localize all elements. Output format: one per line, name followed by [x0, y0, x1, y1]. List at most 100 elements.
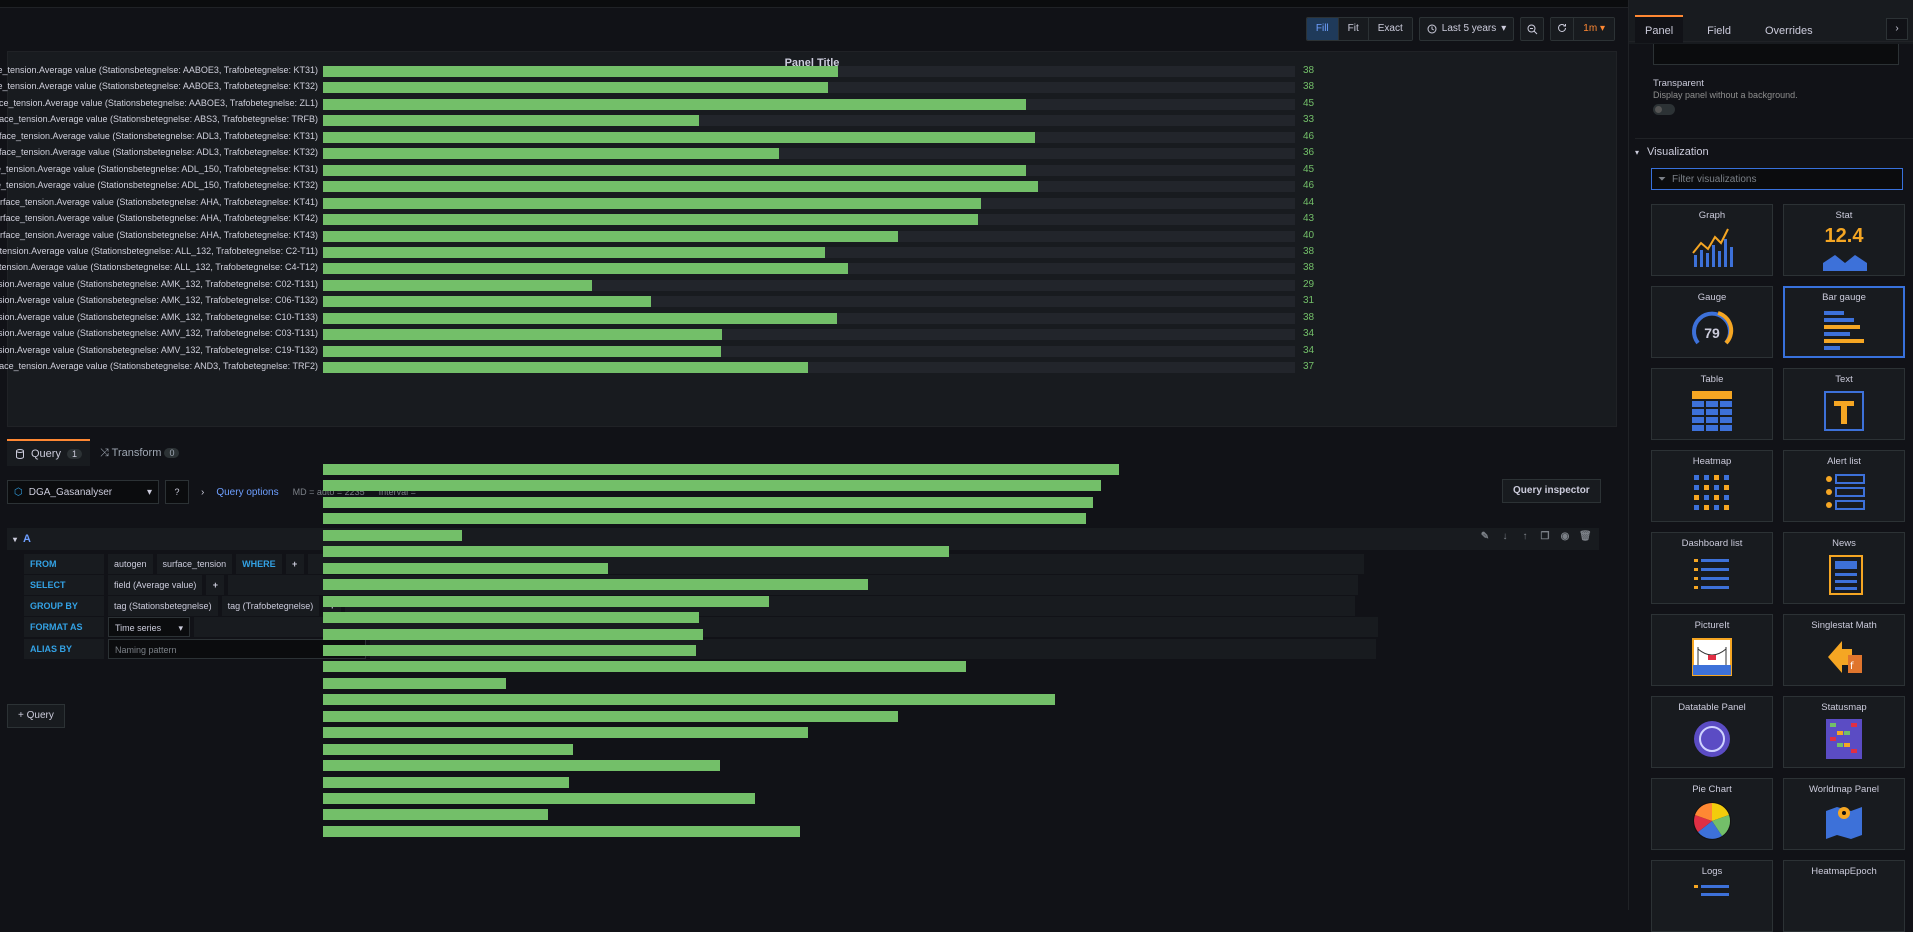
- bar-value: 45: [1303, 163, 1315, 175]
- time-range-picker[interactable]: Last 5 years ▾: [1418, 17, 1515, 41]
- bar-label: surface_tension.Average value (Stationsb…: [0, 196, 318, 207]
- tab-panel[interactable]: Panel: [1635, 15, 1684, 43]
- viz-heatmap[interactable]: Heatmap: [1651, 450, 1773, 522]
- tab-transform[interactable]: ⤨ Transform 0: [100, 447, 180, 460]
- bar-fill: [323, 263, 848, 275]
- filter-placeholder: Filter visualizations: [1672, 173, 1757, 185]
- filter-visualizations-input[interactable]: ⏷ Filter visualizations: [1651, 168, 1903, 190]
- dashboard-list-icon: [1694, 559, 1729, 589]
- viz-gauge[interactable]: Gauge 79: [1651, 286, 1773, 358]
- bar-fill: [323, 148, 779, 160]
- bar-label: surface_tension.Average value (Stationsb…: [0, 278, 318, 289]
- refresh-group: 1m ▾: [1550, 17, 1615, 41]
- panel-edit-toolbar: Fill Fit Exact Last 5 years ▾ 1m ▾: [1305, 17, 1615, 41]
- query-inspector-button[interactable]: Query inspector: [1502, 479, 1601, 503]
- move-up-icon[interactable]: ↑: [1522, 531, 1528, 542]
- viz-stat[interactable]: Stat 12.4: [1783, 204, 1905, 276]
- viz-heatmapepoch[interactable]: HeatmapEpoch: [1783, 860, 1905, 932]
- add-where-button[interactable]: +: [285, 554, 304, 574]
- duplicate-icon[interactable]: ❐: [1540, 531, 1550, 542]
- tab-overrides[interactable]: Overrides: [1764, 25, 1813, 37]
- visualization-section-header[interactable]: ▾ Visualization: [1635, 146, 1709, 158]
- query-row-letter: A: [23, 533, 31, 545]
- viz-datatable-panel-label: Datatable Panel: [1678, 702, 1746, 713]
- delete-icon[interactable]: 🗑: [1579, 531, 1592, 542]
- select-field[interactable]: field (Average value): [108, 575, 203, 595]
- bar-value: 29: [1303, 278, 1315, 290]
- add-query-button[interactable]: + Query: [7, 704, 65, 728]
- viz-bar-gauge[interactable]: Bar gauge: [1783, 286, 1905, 358]
- bar-label: surface_tension.Average value (Stationsb…: [0, 130, 318, 141]
- bar-fill: [323, 825, 800, 837]
- bar-fill: [323, 579, 868, 591]
- bar-fill: [323, 312, 837, 324]
- viz-pie-chart-label: Pie Chart: [1692, 784, 1732, 795]
- groupby-tag-station[interactable]: tag (Stationsbetegnelse): [108, 596, 218, 616]
- format-select[interactable]: Time series ▾: [108, 617, 190, 637]
- bar-track: [323, 115, 1295, 127]
- viz-graph[interactable]: Graph: [1651, 204, 1773, 276]
- bar-label: surface_tension.Average value (Stationsb…: [0, 97, 318, 108]
- bar-value: 34: [1303, 328, 1315, 340]
- fit-button[interactable]: Fit: [1337, 18, 1368, 40]
- influxdb-icon: ⬡: [14, 486, 23, 498]
- datasource-help-button[interactable]: ?: [165, 480, 189, 504]
- tab-query[interactable]: Query 1: [7, 439, 90, 467]
- formatas-keyword: FORMAT AS: [24, 617, 104, 637]
- viz-text[interactable]: Text: [1783, 368, 1905, 440]
- query-options-button[interactable]: Query options: [216, 486, 279, 498]
- bar-label: surface_tension.Average value (Stationsb…: [0, 262, 318, 273]
- viz-singlestat-math[interactable]: Singlestat Math f: [1783, 614, 1905, 686]
- viz-alert-list[interactable]: Alert list: [1783, 450, 1905, 522]
- add-select-button[interactable]: +: [206, 575, 225, 595]
- bar-value: 38: [1303, 311, 1315, 323]
- viz-dashboard-list-label: Dashboard list: [1681, 538, 1743, 549]
- viz-news[interactable]: News: [1783, 532, 1905, 604]
- transparent-toggle[interactable]: [1653, 104, 1675, 115]
- edit-icon[interactable]: ✎: [1480, 531, 1490, 542]
- bar-label: surface_tension.Average value (Stationsb…: [0, 147, 318, 158]
- viz-news-label: News: [1832, 538, 1856, 549]
- bar-fill: [323, 513, 1086, 525]
- bar-label: surface_tension.Average value (Stationsb…: [0, 163, 318, 174]
- chevron-down-icon: ▾: [1635, 147, 1640, 157]
- from-measurement[interactable]: surface_tension: [156, 554, 233, 574]
- groupby-tag-trafo[interactable]: tag (Trafobetegnelse): [221, 596, 320, 616]
- viz-table[interactable]: Table: [1651, 368, 1773, 440]
- bar-value: 31: [1303, 295, 1315, 307]
- bar-track: [323, 296, 1295, 308]
- fill-button[interactable]: Fill: [1306, 18, 1338, 40]
- viz-worldmap-panel[interactable]: Worldmap Panel: [1783, 778, 1905, 850]
- viz-logs[interactable]: Logs: [1651, 860, 1773, 932]
- viz-graph-label: Graph: [1698, 210, 1726, 221]
- toggle-visibility-icon[interactable]: ◉: [1560, 531, 1570, 542]
- exact-button[interactable]: Exact: [1367, 18, 1412, 40]
- bar-fill: [323, 279, 592, 291]
- tab-field[interactable]: Field: [1707, 25, 1731, 37]
- collapse-pane-button[interactable]: ›: [1886, 18, 1908, 40]
- move-down-icon[interactable]: ↓: [1502, 531, 1508, 542]
- bar-fill: [323, 131, 1035, 143]
- viz-statusmap[interactable]: Statusmap: [1783, 696, 1905, 768]
- viz-datatable-panel[interactable]: Datatable Panel: [1651, 696, 1773, 768]
- zoom-out-button[interactable]: [1520, 17, 1545, 41]
- viz-pictureit[interactable]: PictureIt: [1651, 614, 1773, 686]
- bar-fill: [323, 329, 722, 341]
- viz-pie-chart[interactable]: Pie Chart: [1651, 778, 1773, 850]
- viz-dashboard-list[interactable]: Dashboard list: [1651, 532, 1773, 604]
- description-input[interactable]: [1653, 44, 1899, 65]
- bar-fill: [323, 480, 1101, 492]
- refresh-button[interactable]: [1551, 18, 1574, 40]
- from-policy[interactable]: autogen: [108, 554, 153, 574]
- refresh-interval-picker[interactable]: 1m ▾: [1573, 18, 1614, 40]
- chevron-right-icon: ›: [1895, 23, 1899, 34]
- view-mode-group: Fill Fit Exact: [1305, 17, 1413, 41]
- bar-label: surface_tension.Average value (Stationsb…: [0, 295, 318, 306]
- stat-icon-value: 12.4: [1824, 225, 1864, 247]
- datasource-picker[interactable]: ⬡ DGA_Gasanalyser ▾: [7, 480, 159, 504]
- select-keyword: SELECT: [24, 575, 104, 595]
- chevron-down-icon: ▾: [146, 486, 152, 498]
- bar-value: 34: [1303, 344, 1315, 356]
- bar-fill: [323, 743, 573, 755]
- query-count-badge: 1: [66, 449, 82, 459]
